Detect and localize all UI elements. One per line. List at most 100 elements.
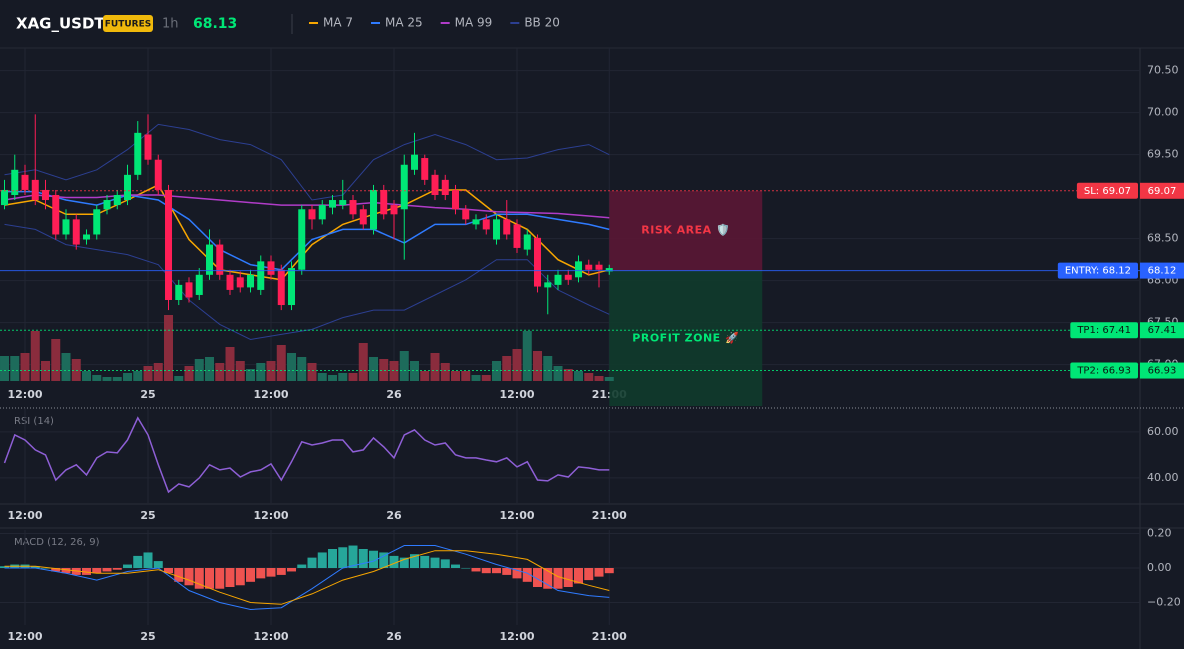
macd-bar [379, 552, 389, 568]
y-tick-label: 0.00 [1147, 561, 1172, 574]
volume-bar [10, 356, 20, 381]
macd-bar [51, 568, 61, 572]
macd-bar [492, 568, 502, 574]
level-label-bg [1076, 182, 1138, 199]
macd-bar [348, 545, 358, 568]
macd-bar [338, 547, 348, 568]
level-price-bg [1140, 362, 1184, 379]
macd-bar [461, 568, 471, 569]
volume-bar [287, 353, 297, 381]
macd-bar [399, 557, 409, 568]
macd-bar [420, 555, 430, 568]
volume-bar [420, 371, 430, 381]
macd-bar [194, 568, 204, 589]
volume-bar [563, 369, 573, 381]
volume-bar [112, 377, 122, 381]
macd-bar [266, 568, 276, 577]
macd-bar [430, 557, 440, 568]
macd-bar [512, 568, 522, 579]
volume-bar [574, 371, 584, 381]
x-tick-label: 12:00 [8, 509, 43, 522]
candle-body [257, 261, 265, 290]
macd-bar [143, 552, 153, 568]
macd-bar [533, 568, 543, 587]
volume-bar [266, 361, 276, 381]
candle-body [195, 274, 203, 295]
volume-bar [194, 359, 204, 381]
volume-bar [153, 363, 163, 381]
macd-bar [0, 566, 10, 568]
volume-bar [71, 359, 81, 381]
macd-bar [604, 568, 614, 574]
candle-body [605, 268, 613, 272]
volume-bar [440, 363, 450, 381]
candle-body [144, 134, 152, 160]
volume-bar [338, 373, 348, 381]
candle-body [216, 244, 224, 275]
macd-bar [153, 561, 163, 568]
candle-body [134, 132, 142, 175]
macd-bar [164, 568, 174, 574]
macd-bar [553, 568, 563, 589]
volume-bar [184, 366, 194, 381]
last-price: 68.13 [193, 16, 237, 32]
zone-label: RISK AREA 🛡️ [641, 224, 730, 237]
rsi-title: RSI (14) [14, 416, 54, 427]
badge-bg [103, 15, 153, 32]
candle-body [277, 269, 285, 306]
macd-bar [92, 568, 102, 574]
y-tick-label: 40.00 [1147, 471, 1179, 484]
macd-bar [574, 568, 584, 584]
candle-body [267, 261, 275, 275]
level-price-bg [1140, 262, 1184, 279]
macd-bar [307, 557, 317, 568]
candle-body [421, 158, 429, 180]
macd-bar [174, 568, 184, 582]
candle-body [165, 189, 173, 300]
volume-bar [20, 353, 30, 381]
macd-bar [256, 568, 266, 579]
y-tick-label: 68.50 [1147, 232, 1179, 245]
x-tick-label: 12:00 [254, 630, 289, 643]
macd-bar [317, 552, 327, 568]
candle-body [400, 164, 408, 210]
macd-bar [369, 550, 379, 568]
candle-body [380, 189, 388, 215]
volume-bar [328, 375, 338, 381]
profit-zone [609, 270, 763, 406]
candle-body [411, 154, 419, 170]
macd-signal-line [4, 550, 610, 605]
candle-body [482, 219, 490, 230]
candle-body [11, 169, 19, 195]
macd-bar [61, 568, 71, 574]
zone-label: PROFIT ZONE 🚀 [632, 331, 739, 344]
candle-body [339, 200, 347, 206]
macd-bar [358, 549, 368, 568]
macd-bar [481, 568, 491, 574]
x-tick-label: 26 [386, 509, 402, 522]
macd-bar [328, 549, 338, 568]
candle-body [93, 209, 101, 235]
candle-body [236, 277, 244, 288]
volume-bar [430, 353, 440, 381]
volume-bar [451, 371, 461, 381]
macd-bar [389, 555, 399, 568]
macd-bar [235, 568, 245, 586]
volume-bar [543, 356, 553, 381]
volume-bar [553, 366, 563, 381]
candle-body [534, 237, 542, 287]
y-tick-label: 0.20 [1147, 526, 1172, 539]
volume-bar [225, 347, 235, 381]
volume-bar [123, 373, 133, 381]
candle-body [493, 219, 501, 240]
level-label-bg [1070, 322, 1138, 339]
candle-body [462, 209, 470, 220]
candle-body [42, 189, 50, 201]
macd-bar [297, 564, 307, 568]
x-tick-label: 12:00 [254, 388, 289, 401]
level-label: SL: 69.07 [1084, 186, 1131, 197]
volume-bar [276, 345, 286, 381]
level-price-bg [1140, 182, 1184, 199]
x-tick-label: 12:00 [499, 509, 534, 522]
